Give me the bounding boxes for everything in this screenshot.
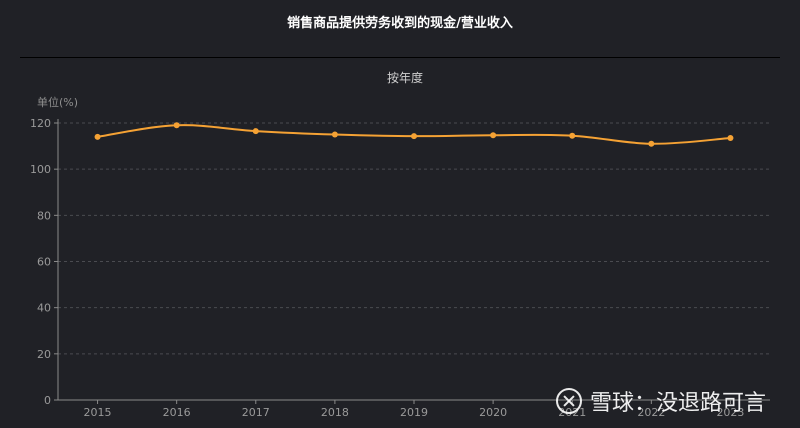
watermark: 雪球：没退路可言 bbox=[556, 385, 766, 417]
y-tick-label: 20 bbox=[37, 348, 51, 361]
data-point[interactable] bbox=[648, 140, 655, 147]
x-tick-label: 2016 bbox=[163, 406, 191, 419]
y-axis-label: 单位(%) bbox=[37, 95, 78, 109]
x-tick-label: 2019 bbox=[400, 406, 428, 419]
x-axis: 2015 2016 2017 2018 2019 2020 2021 2022 2023 bbox=[58, 399, 770, 419]
data-point[interactable] bbox=[331, 131, 338, 138]
snowball-logo-icon bbox=[556, 388, 582, 414]
x-tick-label: 2017 bbox=[242, 406, 270, 419]
chart-subtitle: 按年度 bbox=[386, 71, 423, 85]
x-tick-label: 2023 bbox=[716, 406, 744, 419]
grid-lines bbox=[58, 122, 770, 355]
watermark-text: 雪球：没退路可言 bbox=[590, 391, 767, 416]
title-divider bbox=[20, 57, 780, 58]
y-tick-label: 100 bbox=[30, 163, 51, 176]
x-tick-label: 2018 bbox=[321, 406, 349, 419]
y-tick-label: 40 bbox=[37, 302, 51, 315]
data-points bbox=[94, 122, 734, 147]
y-tick-label: 120 bbox=[30, 117, 51, 130]
y-axis: 0 20 40 60 80 100 120 bbox=[30, 117, 59, 407]
data-point[interactable] bbox=[252, 128, 259, 135]
data-point[interactable] bbox=[569, 132, 576, 139]
x-tick-label: 2022 bbox=[637, 406, 665, 419]
y-tick-label: 0 bbox=[44, 394, 51, 407]
y-tick-label: 80 bbox=[37, 209, 51, 222]
x-tick-label: 2020 bbox=[479, 406, 507, 419]
data-point[interactable] bbox=[94, 133, 101, 140]
y-tick-label: 60 bbox=[37, 256, 51, 269]
data-point[interactable] bbox=[411, 133, 417, 140]
data-point[interactable] bbox=[490, 132, 497, 139]
chart-title: 销售商品提供劳务收到的现金/营业收入 bbox=[287, 16, 513, 31]
x-tick-label: 2015 bbox=[84, 406, 112, 419]
data-point[interactable] bbox=[727, 135, 734, 142]
data-point[interactable] bbox=[173, 122, 180, 129]
